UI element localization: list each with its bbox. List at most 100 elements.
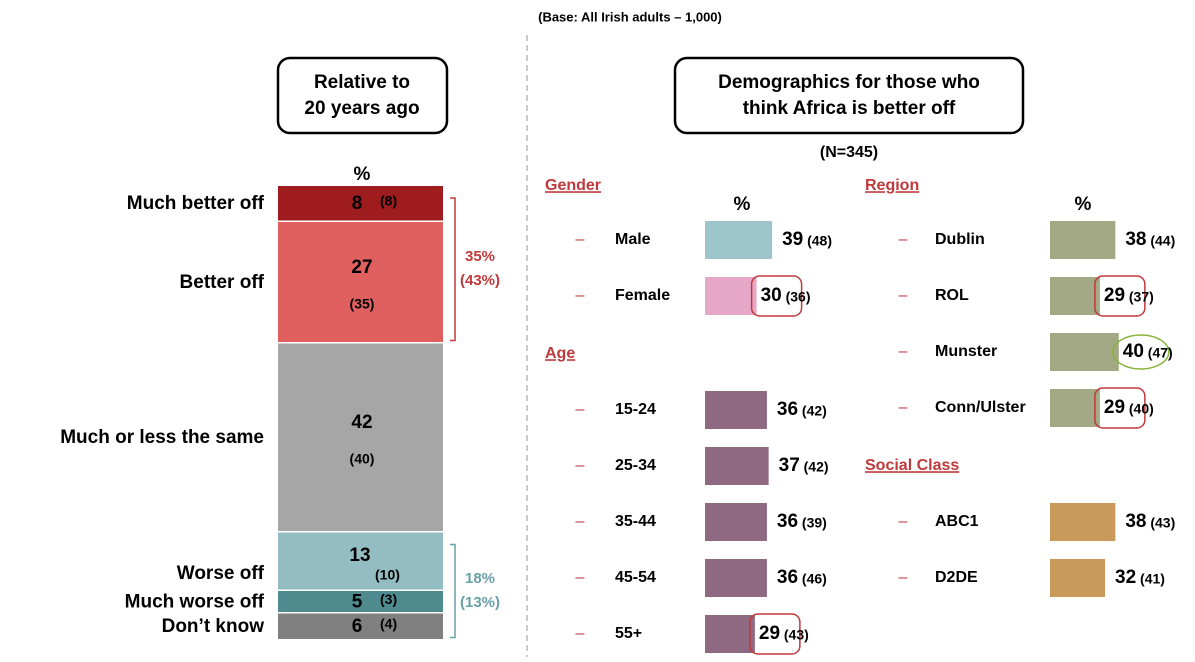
bar (705, 447, 769, 485)
highlight-box (750, 275, 803, 317)
dash: – (576, 513, 585, 530)
bracket-label: 35% (465, 248, 495, 265)
previous-label: (8) (380, 193, 397, 209)
previous-label: (35) (350, 295, 375, 311)
bar (705, 503, 767, 541)
bar (705, 391, 767, 429)
previous-label: (47) (1148, 345, 1173, 361)
item-label: Munster (935, 343, 997, 360)
group-heading: Gender (545, 177, 601, 194)
bracket-label: (43%) (460, 272, 500, 289)
item-label: D2DE (935, 569, 978, 586)
group-heading: Social Class (865, 457, 959, 474)
base-note: (Base: All Irish adults – 1,000) (538, 9, 722, 24)
previous-label: (44) (1150, 233, 1175, 249)
unit-label: % (734, 194, 751, 215)
item-label: ABC1 (935, 513, 979, 530)
value-label: 29 (1104, 285, 1125, 306)
item-label: Male (615, 231, 651, 248)
category-label: Don’t know (162, 616, 265, 637)
group-heading: Age (545, 345, 575, 362)
item-label: Dublin (935, 231, 985, 248)
dash: – (576, 625, 585, 642)
bar (1050, 503, 1116, 541)
bracket (450, 543, 456, 639)
value-label: 13 (349, 545, 370, 566)
value-label: 30 (761, 285, 782, 306)
item-label: Female (615, 287, 670, 304)
dash: – (576, 401, 585, 418)
item-label: 25-34 (615, 457, 656, 474)
bar (705, 277, 757, 315)
previous-label: (3) (380, 591, 397, 607)
bar (705, 559, 767, 597)
previous-label: (46) (802, 571, 827, 587)
value-label: 29 (759, 623, 780, 644)
dash: – (899, 569, 908, 586)
dash: – (899, 231, 908, 248)
previous-label: (43) (1150, 515, 1175, 531)
bar-segment (278, 532, 443, 590)
box-title: Relative to (314, 72, 410, 93)
unit-label: % (1075, 194, 1092, 215)
bracket (450, 197, 456, 342)
bracket-label: (13%) (460, 594, 500, 611)
bar (1050, 333, 1119, 371)
previous-label: (39) (802, 515, 827, 531)
value-label: 38 (1125, 511, 1146, 532)
dash: – (899, 399, 908, 416)
title-box (673, 56, 1025, 135)
bar (1050, 221, 1116, 259)
item-label: ROL (935, 287, 969, 304)
value-label: 29 (1104, 397, 1125, 418)
value-label: 27 (351, 257, 372, 278)
previous-label: (10) (375, 566, 400, 582)
previous-label: (43) (784, 627, 809, 643)
dash: – (576, 569, 585, 586)
item-label: 45-54 (615, 569, 656, 586)
previous-label: (42) (804, 459, 829, 475)
highlight-box (749, 613, 801, 655)
dash: – (899, 287, 908, 304)
previous-label: (40) (350, 451, 375, 467)
dash: – (576, 231, 585, 248)
highlight-box (1094, 387, 1146, 429)
category-label: Much worse off (125, 591, 265, 612)
bar-segment (278, 343, 443, 531)
value-label: 37 (779, 455, 800, 476)
value-label: 6 (352, 616, 363, 637)
bar (1050, 277, 1100, 315)
value-label: 38 (1125, 229, 1146, 250)
previous-label: (41) (1140, 571, 1165, 587)
bar-segment (278, 591, 443, 612)
item-label: Conn/Ulster (935, 399, 1026, 416)
value-label: 8 (352, 193, 363, 214)
box-title: Demographics for those who (718, 72, 980, 93)
previous-label: (37) (1129, 289, 1154, 305)
value-label: 42 (351, 412, 372, 433)
bar (1050, 389, 1100, 427)
item-label: 35-44 (615, 513, 656, 530)
highlight-box (1094, 275, 1146, 317)
value-label: 39 (782, 229, 803, 250)
previous-label: (48) (807, 233, 832, 249)
bar (705, 615, 755, 653)
dash: – (899, 343, 908, 360)
value-label: 36 (777, 567, 798, 588)
value-label: 36 (777, 511, 798, 532)
highlight-oval (1112, 334, 1170, 370)
bar (1050, 559, 1106, 597)
previous-label: (40) (1129, 401, 1154, 417)
bar-segment (278, 222, 443, 342)
title-box (276, 56, 449, 135)
unit-label: % (354, 164, 371, 185)
value-label: 36 (777, 399, 798, 420)
box-title: think Africa is better off (743, 98, 956, 119)
box-title: 20 years ago (304, 98, 419, 119)
category-label: Much or less the same (60, 427, 264, 448)
category-label: Worse off (177, 563, 265, 584)
dash: – (576, 457, 585, 474)
previous-label: (36) (786, 289, 811, 305)
value-label: 5 (352, 591, 363, 612)
